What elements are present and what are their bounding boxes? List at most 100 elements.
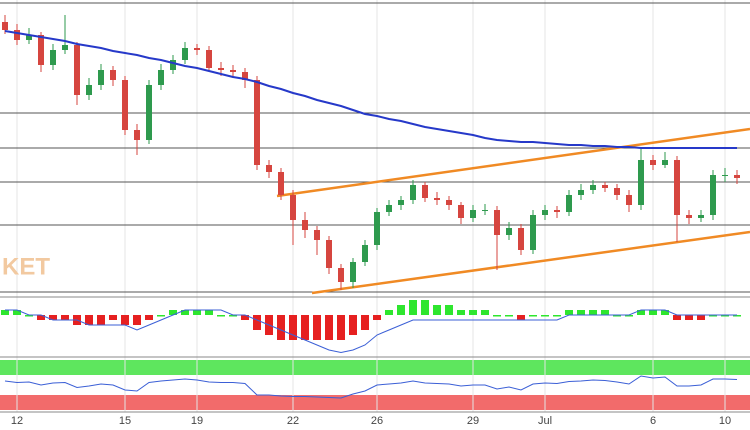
macd-bar — [253, 315, 261, 330]
candle-body — [110, 70, 116, 80]
candle-body — [194, 48, 200, 50]
candle-body — [626, 195, 632, 205]
macd-bar — [493, 315, 501, 317]
candle-body — [302, 220, 308, 230]
macd-bar — [685, 315, 693, 320]
x-tick-label: 12 — [11, 415, 23, 427]
candle-body — [50, 50, 56, 65]
candle-body — [74, 45, 80, 95]
candle-body — [410, 185, 416, 200]
macd-bar — [613, 315, 621, 317]
x-tick-label: 6 — [650, 415, 656, 427]
macd-bar — [337, 315, 345, 340]
macd-bar — [85, 315, 93, 325]
macd-bar — [313, 315, 321, 340]
macd-bar — [589, 310, 597, 315]
macd-bar — [637, 310, 645, 315]
macd-bar — [445, 305, 453, 315]
macd-bar — [433, 305, 441, 315]
candle-body — [686, 215, 692, 218]
candle-body — [338, 268, 344, 282]
macd-bar — [709, 315, 717, 317]
macd-bar — [721, 315, 729, 317]
candle-body — [602, 185, 608, 188]
macd-bar — [277, 315, 285, 340]
candle-body — [578, 190, 584, 195]
x-tick-label: 26 — [371, 415, 383, 427]
macd-bar — [109, 315, 117, 320]
candle-body — [362, 245, 368, 262]
candle-body — [530, 215, 536, 250]
macd-bar — [97, 315, 105, 325]
macd-bar — [181, 310, 189, 315]
candle-body — [554, 210, 560, 212]
macd-bar — [469, 310, 477, 315]
sma-line — [4, 30, 737, 149]
macd-bar — [421, 300, 429, 315]
macd-bar — [733, 315, 741, 317]
macd-bar — [481, 310, 489, 315]
macd-bar — [193, 310, 201, 315]
x-tick-label: 19 — [191, 415, 203, 427]
x-tick-label: 29 — [467, 415, 479, 427]
macd-bar — [457, 310, 465, 315]
candle-body — [590, 185, 596, 190]
candle-body — [230, 70, 236, 72]
candle-body — [734, 175, 740, 178]
macd-bar — [505, 315, 513, 317]
candle-body — [350, 262, 356, 282]
candle-body — [134, 130, 140, 140]
macd-bar — [541, 315, 549, 317]
macd-bar — [529, 315, 537, 317]
candle-body — [182, 48, 188, 60]
candle-body — [638, 160, 644, 205]
macd-bar — [649, 310, 657, 315]
candle-body — [470, 210, 476, 218]
grid — [0, 0, 750, 412]
macd-bar — [37, 315, 45, 320]
candle-body — [278, 172, 284, 195]
candle-body — [254, 80, 260, 165]
candle-body — [482, 210, 488, 211]
candle-body — [146, 85, 152, 140]
candle-body — [14, 30, 20, 40]
candle-body — [98, 70, 104, 85]
channel-line — [276, 127, 750, 198]
candle-body — [314, 230, 320, 240]
candle-body — [446, 200, 452, 205]
macd-bar — [157, 315, 165, 317]
macd-bar — [1, 310, 9, 315]
candle-body — [434, 198, 440, 200]
candle-body — [374, 212, 380, 245]
watermark: KET — [2, 253, 50, 280]
candle-body — [2, 22, 8, 30]
candle-body — [662, 160, 668, 165]
candle-body — [158, 70, 164, 85]
candle-body — [86, 85, 92, 95]
candle-body — [38, 35, 44, 65]
oversold-zone — [0, 395, 750, 410]
candle-body — [698, 215, 704, 218]
candle-body — [206, 50, 212, 68]
macd-line — [5, 309, 737, 354]
candle-body — [422, 185, 428, 198]
macd-bar — [325, 315, 333, 340]
macd-bar — [241, 315, 249, 320]
macd-bar — [25, 315, 33, 317]
macd-bar — [229, 315, 237, 317]
candle-body — [542, 210, 548, 215]
candle-body — [122, 80, 128, 130]
candle-body — [266, 165, 272, 172]
macd-bar — [121, 315, 129, 325]
channel-line — [311, 230, 750, 295]
candle-body — [506, 228, 512, 235]
macd-bar — [565, 310, 573, 315]
macd-bar — [217, 315, 225, 317]
candle-body — [218, 68, 224, 70]
x-tick-label: Jul — [538, 415, 552, 427]
candle-body — [326, 240, 332, 268]
candle-body — [458, 205, 464, 218]
candle-body — [722, 175, 728, 176]
candle-body — [290, 195, 296, 220]
